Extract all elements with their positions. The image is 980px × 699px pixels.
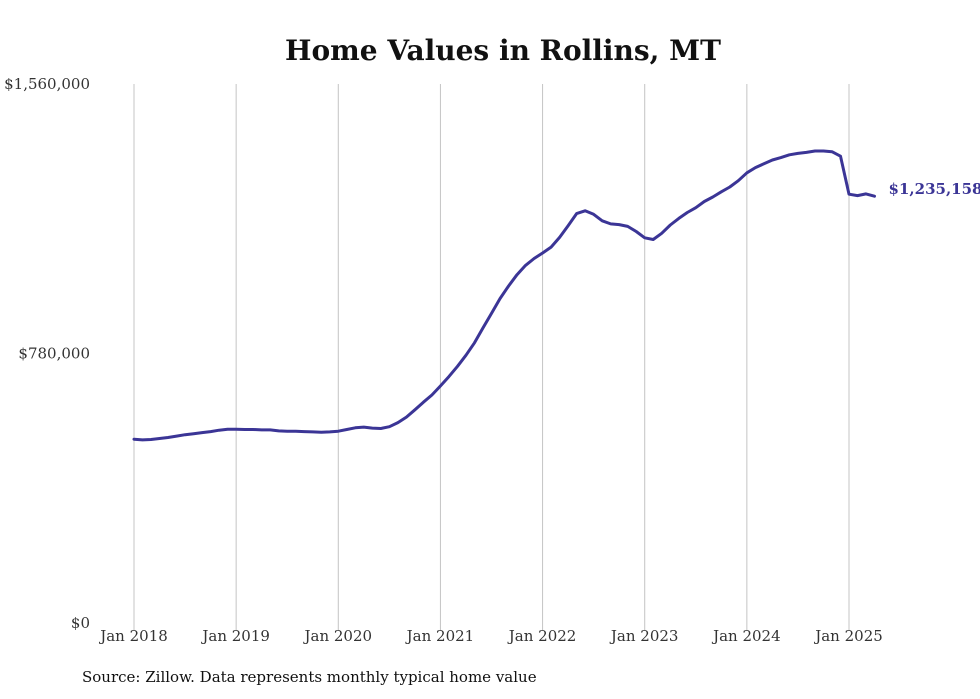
chart-title: Home Values in Rollins, MT (285, 34, 721, 67)
series-group (132, 149, 876, 442)
x-tick-label: Jan 2024 (711, 627, 781, 645)
y-tick-label: $780,000 (18, 345, 90, 363)
series-line (132, 149, 876, 442)
x-tick-label: Jan 2023 (609, 627, 679, 645)
y-tick-label: $1,560,000 (4, 75, 90, 93)
y-axis-ticks: $0 $780,000 $1,560,000 (4, 75, 90, 632)
grid-lines (133, 84, 850, 631)
x-axis-ticks: Jan 2018 Jan 2019 Jan 2020 Jan 2021 Jan 2022… (98, 627, 883, 645)
x-tick-label: Jan 2020 (303, 627, 373, 645)
end-value-label: $1,235,158 (889, 180, 980, 198)
x-tick-label: Jan 2018 (98, 627, 168, 645)
y-tick-label: $0 (71, 614, 90, 632)
x-tick-label: Jan 2022 (507, 627, 577, 645)
x-tick-label: Jan 2025 (813, 627, 883, 645)
source-note: Source: Zillow. Data represents monthly … (82, 668, 537, 686)
x-tick-label: Jan 2021 (405, 627, 475, 645)
x-tick-label: Jan 2019 (200, 627, 270, 645)
